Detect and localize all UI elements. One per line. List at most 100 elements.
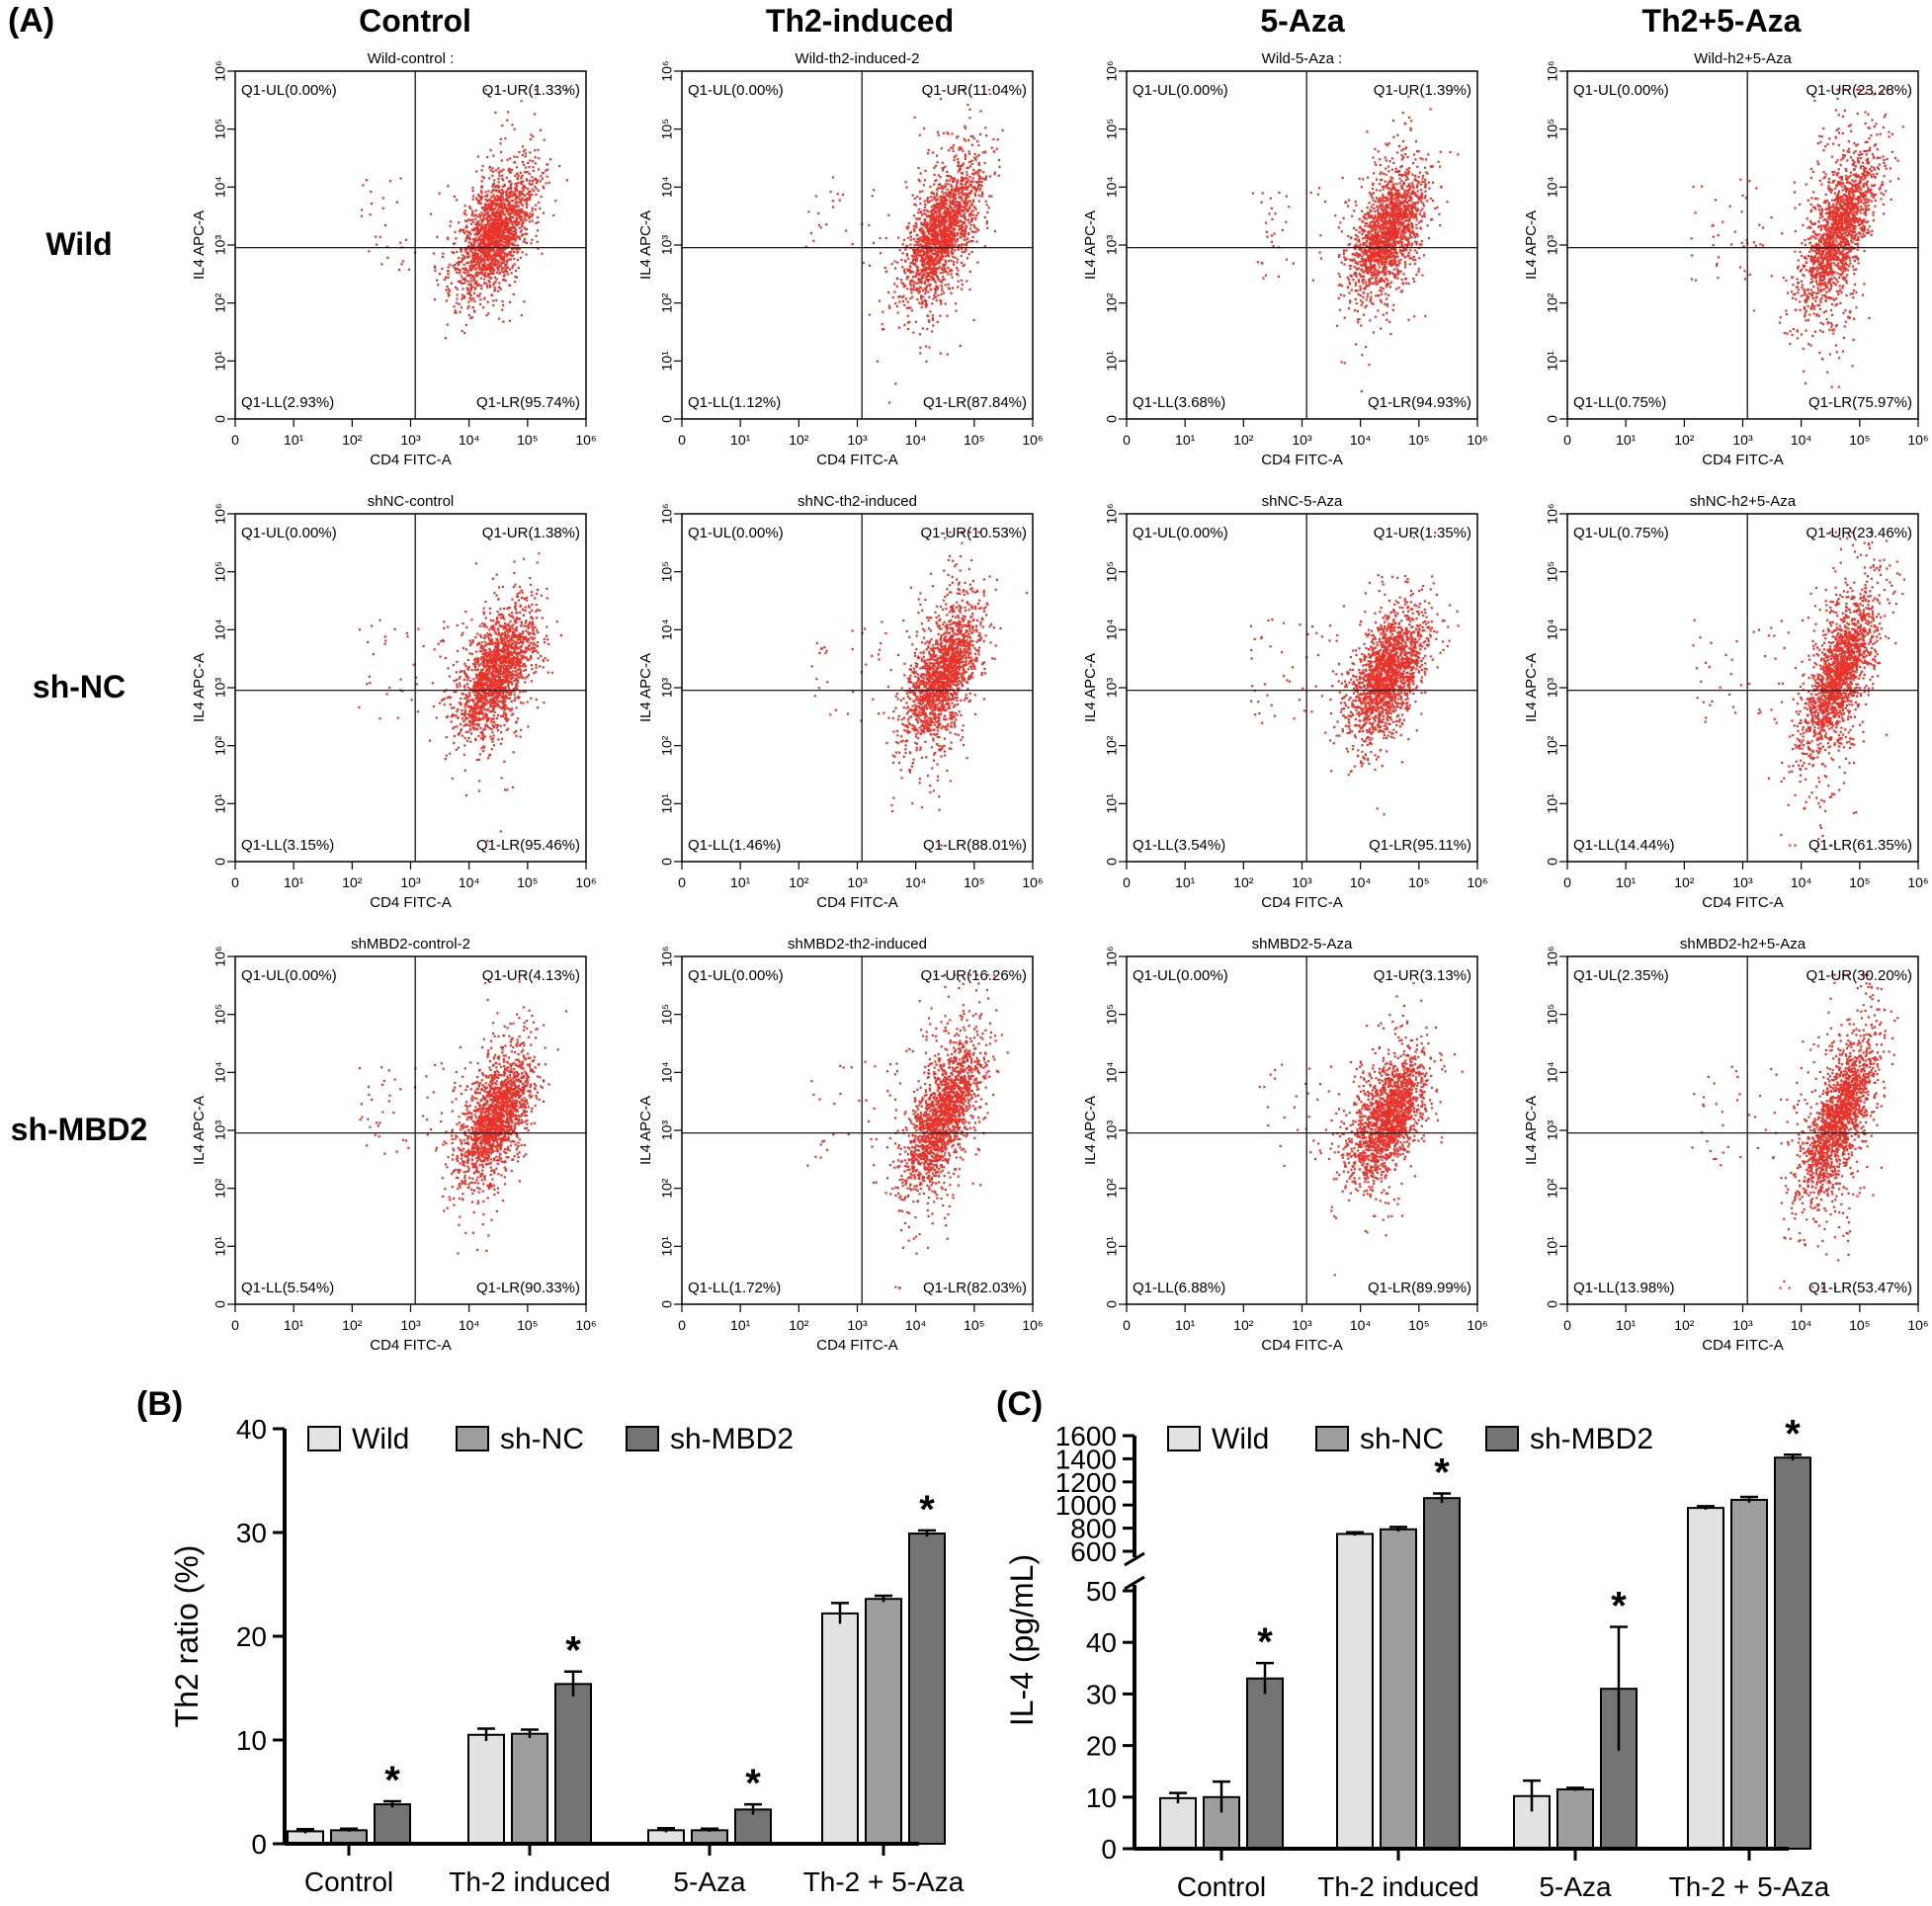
scatter-point — [400, 178, 402, 180]
scatter-point — [957, 190, 959, 192]
scatter-point — [1416, 252, 1418, 254]
scatter-point — [1362, 301, 1364, 303]
scatter-point — [501, 189, 503, 191]
scatter-point — [882, 323, 883, 325]
scatter-point — [486, 194, 488, 196]
scatter-point — [1386, 271, 1388, 273]
scatter-point — [944, 233, 946, 235]
scatter-point — [499, 253, 501, 255]
scatter-point — [899, 295, 901, 297]
scatter-point — [513, 293, 515, 295]
scatter-point — [483, 282, 485, 284]
scatter-point — [497, 290, 499, 292]
scatter-point — [1396, 203, 1398, 205]
scatter-point — [1361, 186, 1363, 188]
scatter-point — [971, 230, 973, 232]
scatter-point — [923, 239, 925, 241]
scatter-point — [508, 231, 510, 233]
scatter-point — [517, 259, 519, 261]
scatter-point — [510, 219, 512, 221]
scatter-point — [852, 243, 854, 245]
plot-title: Wild-th2-induced-2 — [796, 50, 920, 67]
scatter-point — [877, 361, 879, 363]
scatter-point — [916, 244, 918, 246]
scatter-point — [1385, 220, 1386, 222]
scatter-point — [958, 164, 960, 166]
scatter-point — [508, 236, 510, 238]
scatter-point — [1421, 240, 1423, 242]
scatter-point — [894, 382, 896, 384]
scatter-point — [479, 292, 481, 294]
scatter-point — [500, 214, 502, 216]
scatter-point — [537, 149, 539, 151]
scatter-point — [476, 294, 478, 296]
scatter-point — [929, 263, 931, 265]
scatter-point — [527, 188, 529, 190]
scatter-point — [959, 187, 961, 189]
scatter-point — [919, 198, 921, 200]
scatter-point — [514, 244, 516, 246]
scatter-point — [1430, 108, 1432, 110]
scatter-point — [1388, 273, 1390, 275]
scatter-point — [523, 150, 525, 152]
scatter-point — [1378, 231, 1380, 233]
scatter-point — [958, 244, 960, 246]
scatter-point — [926, 222, 928, 224]
scatter-point — [380, 263, 382, 265]
scatter-point — [442, 256, 444, 258]
scatter-point — [946, 171, 948, 173]
scatter-point — [1390, 189, 1392, 191]
scatter-point — [894, 302, 896, 304]
scatter-point — [1398, 217, 1400, 219]
scatter-point — [928, 321, 930, 323]
scatter-point — [471, 268, 473, 270]
scatter-point — [496, 255, 498, 257]
scatter-point — [950, 292, 952, 294]
scatter-point — [924, 281, 926, 283]
scatter-point — [981, 192, 983, 194]
scatter-point — [912, 332, 914, 334]
scatter-point — [1409, 185, 1411, 187]
scatter-point — [958, 161, 960, 163]
scatter-point — [915, 222, 917, 224]
scatter-point — [930, 196, 932, 198]
scatter-point — [1393, 269, 1395, 271]
scatter-point — [1416, 166, 1418, 168]
scatter-dots — [361, 89, 568, 340]
scatter-point — [504, 254, 506, 256]
scatter-point — [882, 311, 883, 313]
scatter-point — [434, 298, 436, 300]
scatter-point — [1271, 241, 1273, 243]
scatter-point — [1413, 234, 1415, 236]
scatter-point — [1407, 219, 1409, 221]
scatter-point — [529, 180, 531, 182]
scatter-point — [928, 259, 930, 261]
scatter-point — [1377, 309, 1379, 311]
scatter-point — [513, 213, 515, 215]
scatter-point — [1420, 189, 1422, 191]
scatter-point — [925, 346, 927, 348]
scatter-point — [531, 209, 533, 211]
scatter-point — [532, 166, 534, 168]
scatter-point — [506, 200, 508, 202]
scatter-point — [510, 183, 512, 185]
scatter-point — [963, 194, 965, 196]
scatter-point — [497, 222, 499, 224]
scatter-point — [923, 184, 925, 186]
scatter-point — [952, 232, 954, 234]
scatter-point — [975, 181, 977, 183]
scatter-point — [484, 262, 486, 264]
scatter-point — [1383, 222, 1385, 224]
scatter-point — [405, 239, 407, 241]
scatter-point — [515, 240, 517, 242]
scatter-point — [1376, 277, 1378, 279]
scatter-point — [1369, 319, 1371, 321]
y-axis-label: IL4 APC-A — [637, 210, 654, 280]
scatter-point — [537, 179, 539, 181]
scatter-point — [457, 268, 459, 270]
scatter-point — [984, 151, 986, 153]
scatter-point — [463, 232, 465, 234]
panel-label-b: (B) — [136, 1385, 183, 1423]
scatter-point — [1358, 279, 1360, 281]
scatter-point — [947, 189, 949, 191]
